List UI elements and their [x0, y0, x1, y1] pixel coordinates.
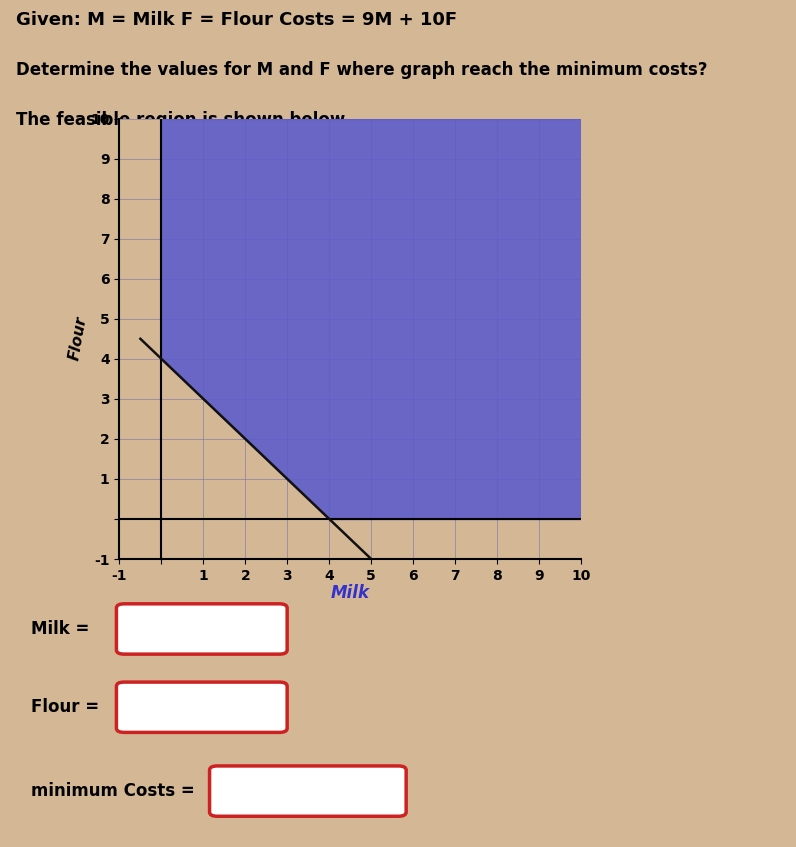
FancyBboxPatch shape — [209, 766, 406, 817]
Text: 36: 36 — [238, 782, 261, 800]
Text: Given: M = Milk F = Flour Costs = 9M + 10F: Given: M = Milk F = Flour Costs = 9M + 1… — [16, 11, 457, 29]
Text: 0: 0 — [145, 698, 156, 717]
Text: x: x — [362, 782, 374, 800]
FancyBboxPatch shape — [116, 682, 287, 733]
Text: Determine the values for M and F where graph reach the minimum costs?: Determine the values for M and F where g… — [16, 61, 708, 79]
Text: minimum Costs =: minimum Costs = — [31, 782, 195, 800]
Text: x: x — [244, 620, 255, 638]
Text: Flour =: Flour = — [31, 698, 99, 717]
Text: x: x — [244, 698, 255, 717]
X-axis label: Milk: Milk — [331, 584, 369, 602]
Text: 4: 4 — [145, 620, 157, 638]
Text: The feasible region is shown below.: The feasible region is shown below. — [16, 111, 350, 129]
Text: Flour: Flour — [67, 316, 89, 362]
Polygon shape — [162, 119, 581, 519]
Text: Milk =: Milk = — [31, 620, 89, 638]
FancyBboxPatch shape — [116, 604, 287, 654]
